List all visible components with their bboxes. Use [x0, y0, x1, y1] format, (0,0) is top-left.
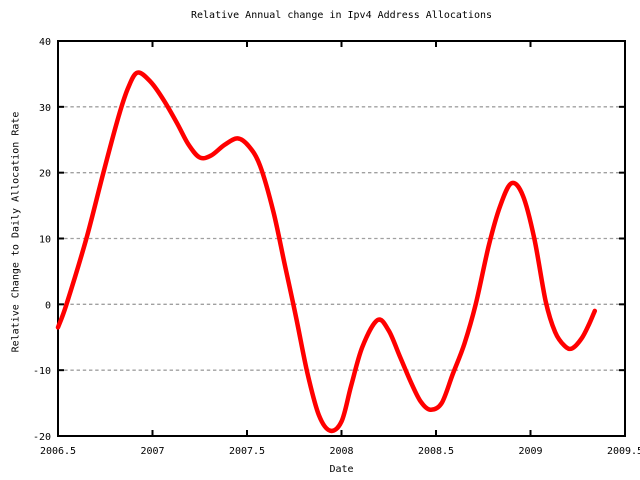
x-tick-label: 2009.5 — [607, 446, 640, 457]
data-curve — [55, 70, 598, 434]
y-tick-label: -10 — [33, 366, 51, 377]
x-tick-label: 2008.5 — [418, 446, 454, 457]
plot-border — [57, 40, 626, 437]
chart-title: Relative Annual change in Ipv4 Address A… — [190, 10, 493, 21]
x-tick-label: 2007 — [140, 446, 164, 457]
y-tick-label: 30 — [39, 103, 51, 114]
x-tick-label: 2006.5 — [40, 446, 76, 457]
x-axis-label: Date — [329, 464, 354, 475]
y-tick-label: -20 — [33, 432, 51, 443]
x-tick-label: 2008 — [329, 446, 353, 457]
x-tick-label: 2009 — [518, 446, 542, 457]
y-tick-label: 40 — [39, 37, 51, 48]
y-tick-label: 20 — [39, 169, 51, 180]
y-axis-label: Relative Change to Daily Allocation Rate — [10, 111, 22, 353]
x-tick-label: 2007.5 — [229, 446, 265, 457]
y-tick-label: 10 — [39, 235, 51, 246]
y-tick-label: 0 — [45, 300, 51, 311]
